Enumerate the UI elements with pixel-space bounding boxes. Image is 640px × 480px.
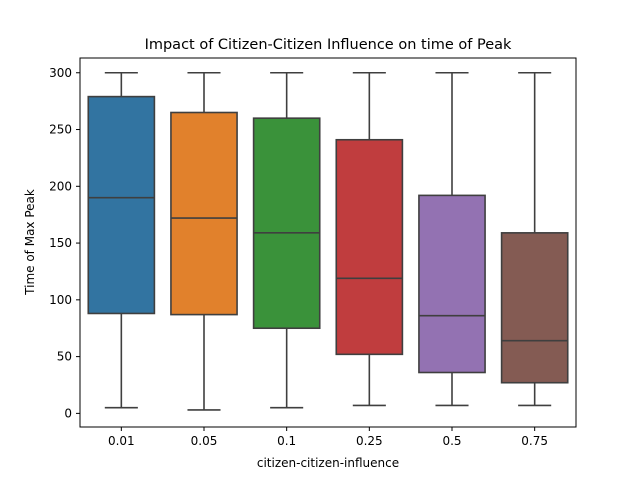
box-0.01 <box>87 95 156 315</box>
x-tick-label: 0.75 <box>521 434 548 448</box>
y-tick-label: 300 <box>49 66 72 80</box>
box-0.1 <box>252 117 321 330</box>
x-tick-label: 0.01 <box>108 434 135 448</box>
x-tick-label: 0.1 <box>277 434 296 448</box>
y-axis-label: Time of Max Peak <box>23 189 37 296</box>
box-0.05 <box>170 111 238 316</box>
plot-frame <box>79 57 577 428</box>
y-tick-label: 100 <box>49 293 72 307</box>
chart-title: Impact of Citizen-Citizen Influence on t… <box>145 37 512 53</box>
y-tick-label: 200 <box>49 179 72 193</box>
y-tick-label: 50 <box>57 350 72 364</box>
x-axis-label: citizen-citizen-influence <box>257 456 399 470</box>
y-tick-label: 0 <box>64 406 72 420</box>
x-tick-label: 0.5 <box>442 434 461 448</box>
y-tick-label: 250 <box>49 123 72 137</box>
y-tick-label: 150 <box>49 236 72 250</box>
box-0.5 <box>418 194 486 374</box>
x-tick-label: 0.25 <box>356 434 383 448</box>
x-tick-label: 0.05 <box>191 434 218 448</box>
box-0.75 <box>500 232 569 384</box>
plot-area: 0 50 100 150 200 250 300 0.01 0.05 0.1 0.25 0.5 0.75 <box>49 57 577 448</box>
box-0.25 <box>335 138 404 356</box>
